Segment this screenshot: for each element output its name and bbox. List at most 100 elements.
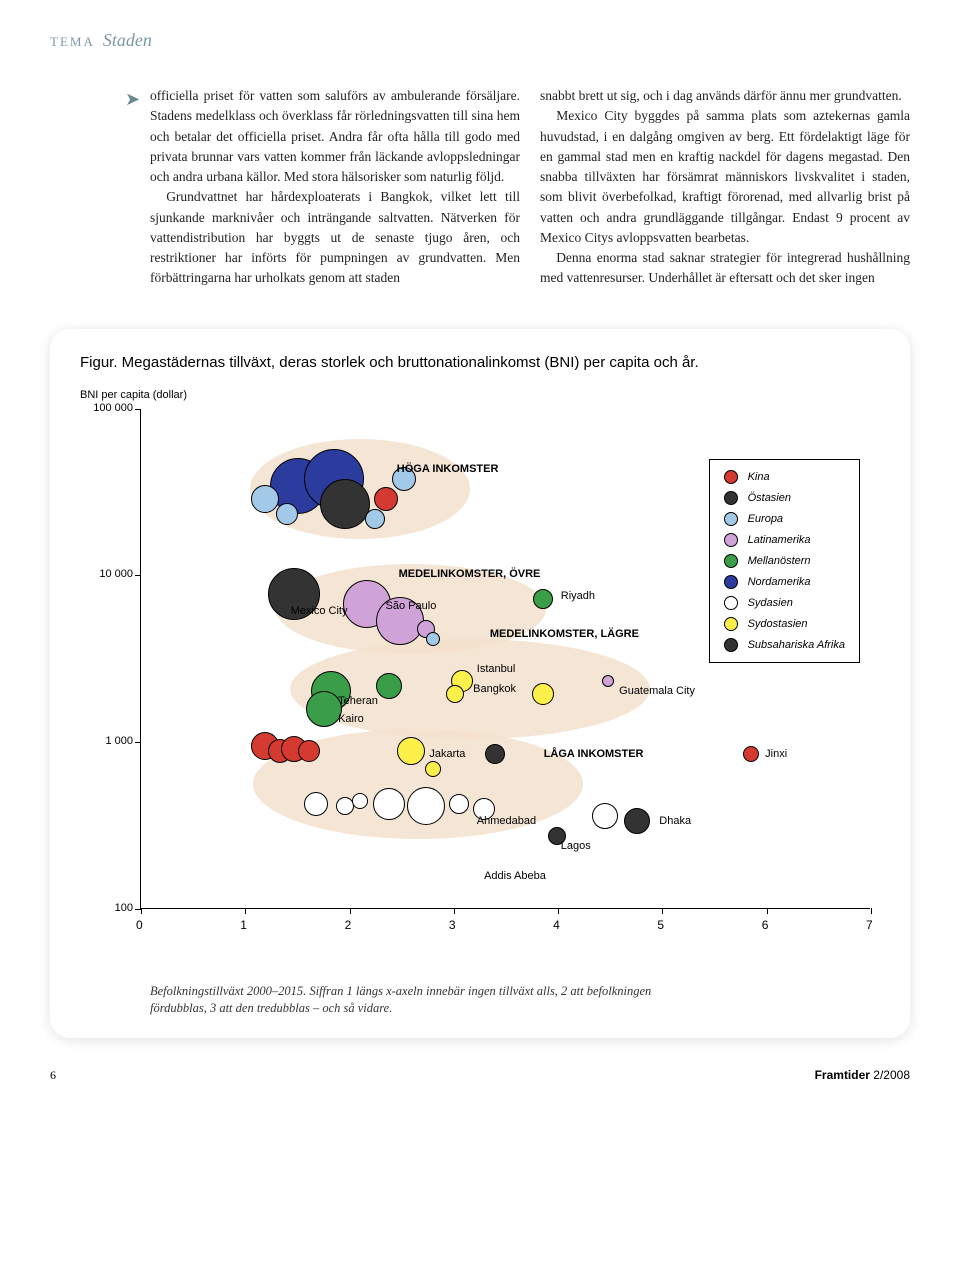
data-bubble — [602, 675, 614, 687]
data-bubble — [251, 485, 279, 513]
y-axis-title: BNI per capita (dollar) — [80, 389, 187, 401]
legend-swatch-icon — [724, 554, 738, 568]
pub-issue: 2/2008 — [870, 1068, 910, 1082]
y-tick — [135, 409, 141, 410]
point-label: Jinxi — [765, 748, 787, 760]
y-tick — [135, 575, 141, 576]
x-tick — [558, 908, 559, 914]
figure-title: Figur. Megastädernas tillväxt, deras sto… — [80, 354, 880, 371]
legend-swatch-icon — [724, 491, 738, 505]
x-tick-label: 6 — [762, 918, 769, 932]
legend-row: Sydostasien — [724, 617, 845, 631]
point-label: Lagos — [561, 840, 591, 852]
x-tick — [245, 908, 246, 914]
x-tick-label: 5 — [657, 918, 664, 932]
y-tick — [135, 742, 141, 743]
point-label: Mexico City — [291, 605, 348, 617]
data-bubble — [592, 803, 618, 829]
data-bubble — [374, 487, 398, 511]
y-tick-label: 10 000 — [83, 568, 133, 580]
legend-label: Europa — [748, 513, 783, 525]
x-tick-label: 1 — [240, 918, 247, 932]
point-label: Ahmedabad — [477, 815, 536, 827]
data-bubble — [485, 744, 505, 764]
x-tick-label: 2 — [345, 918, 352, 932]
point-label: Teheran — [338, 695, 378, 707]
x-tick-label: 0 — [136, 918, 143, 932]
legend-row: Östasien — [724, 491, 845, 505]
data-bubble — [304, 792, 328, 816]
data-bubble — [743, 746, 759, 762]
legend-swatch-icon — [724, 638, 738, 652]
data-bubble — [425, 761, 441, 777]
legend-row: Sydasien — [724, 596, 845, 610]
legend-swatch-icon — [724, 470, 738, 484]
data-bubble — [373, 788, 405, 820]
x-tick — [454, 908, 455, 914]
point-label: Riyadh — [561, 590, 595, 602]
point-label: Bangkok — [473, 683, 516, 695]
legend-row: Kina — [724, 470, 845, 484]
figure-box: Figur. Megastädernas tillväxt, deras sto… — [50, 329, 910, 1038]
pub-name: Framtider — [815, 1068, 870, 1082]
data-bubble — [446, 685, 464, 703]
y-tick-label: 100 — [83, 902, 133, 914]
point-label: Addis Abeba — [484, 870, 546, 882]
legend-label: Kina — [748, 471, 770, 483]
article-body: ➤ officiella priset för vatten som saluf… — [150, 86, 910, 289]
header-staden: Staden — [103, 30, 152, 50]
figure-caption: Befolkningstillväxt 2000–2015. Siffran 1… — [150, 983, 690, 1018]
legend-swatch-icon — [724, 596, 738, 610]
x-tick — [871, 908, 872, 914]
point-label: Dhaka — [659, 815, 691, 827]
legend-swatch-icon — [724, 533, 738, 547]
page-footer: 6 Framtider 2/2008 — [50, 1068, 910, 1083]
col2-para3: Denna enorma stad saknar strategier för … — [540, 248, 910, 289]
legend-label: Nordamerika — [748, 576, 811, 588]
data-bubble — [306, 691, 342, 727]
legend-label: Sydostasien — [748, 618, 808, 630]
x-tick-label: 7 — [866, 918, 873, 932]
data-bubble — [407, 787, 445, 825]
header-tema: TEMA — [50, 34, 95, 49]
legend-box: Kina Östasien Europa Latinamerika Mellanöste… — [709, 459, 860, 663]
page-number: 6 — [50, 1068, 56, 1083]
group-label: MEDELINKOMSTER, LÄGRE — [490, 628, 639, 640]
x-tick — [662, 908, 663, 914]
legend-swatch-icon — [724, 575, 738, 589]
data-bubble — [365, 509, 385, 529]
x-tick — [141, 908, 142, 914]
x-tick-label: 4 — [553, 918, 560, 932]
x-tick-label: 3 — [449, 918, 456, 932]
data-bubble — [298, 740, 320, 762]
data-bubble — [624, 808, 650, 834]
col1-para2: Grundvattnet har hårdexploaterats i Bang… — [150, 187, 520, 288]
legend-row: Nordamerika — [724, 575, 845, 589]
chart-area: BNI per capita (dollar) 100 00010 0001 0… — [80, 389, 880, 969]
legend-swatch-icon — [724, 617, 738, 631]
legend-row: Subsahariska Afrika — [724, 638, 845, 652]
legend-swatch-icon — [724, 512, 738, 526]
point-label: Guatemala City — [619, 685, 695, 697]
article-col-2: snabbt brett ut sig, och i dag används d… — [540, 86, 910, 289]
col2-para2: Mexico City byggdes på samma plats som a… — [540, 106, 910, 248]
x-tick — [350, 908, 351, 914]
legend-row: Mellanöstern — [724, 554, 845, 568]
data-bubble — [376, 673, 402, 699]
legend-label: Sydasien — [748, 597, 793, 609]
data-bubble — [352, 793, 368, 809]
legend-label: Mellanöstern — [748, 555, 811, 567]
group-label: HÖGA INKOMSTER — [397, 463, 499, 475]
point-label: São Paulo — [386, 600, 437, 612]
y-tick-label: 1 000 — [83, 735, 133, 747]
data-bubble — [426, 632, 440, 646]
col1-para1: officiella priset för vatten som saluför… — [150, 88, 520, 184]
continuation-arrow-icon: ➤ — [125, 86, 140, 113]
legend-label: Latinamerika — [748, 534, 811, 546]
legend-row: Latinamerika — [724, 533, 845, 547]
data-bubble — [533, 589, 553, 609]
point-label: Jakarta — [429, 748, 465, 760]
x-tick — [767, 908, 768, 914]
data-bubble — [532, 683, 554, 705]
article-col-1: ➤ officiella priset för vatten som saluf… — [150, 86, 520, 289]
